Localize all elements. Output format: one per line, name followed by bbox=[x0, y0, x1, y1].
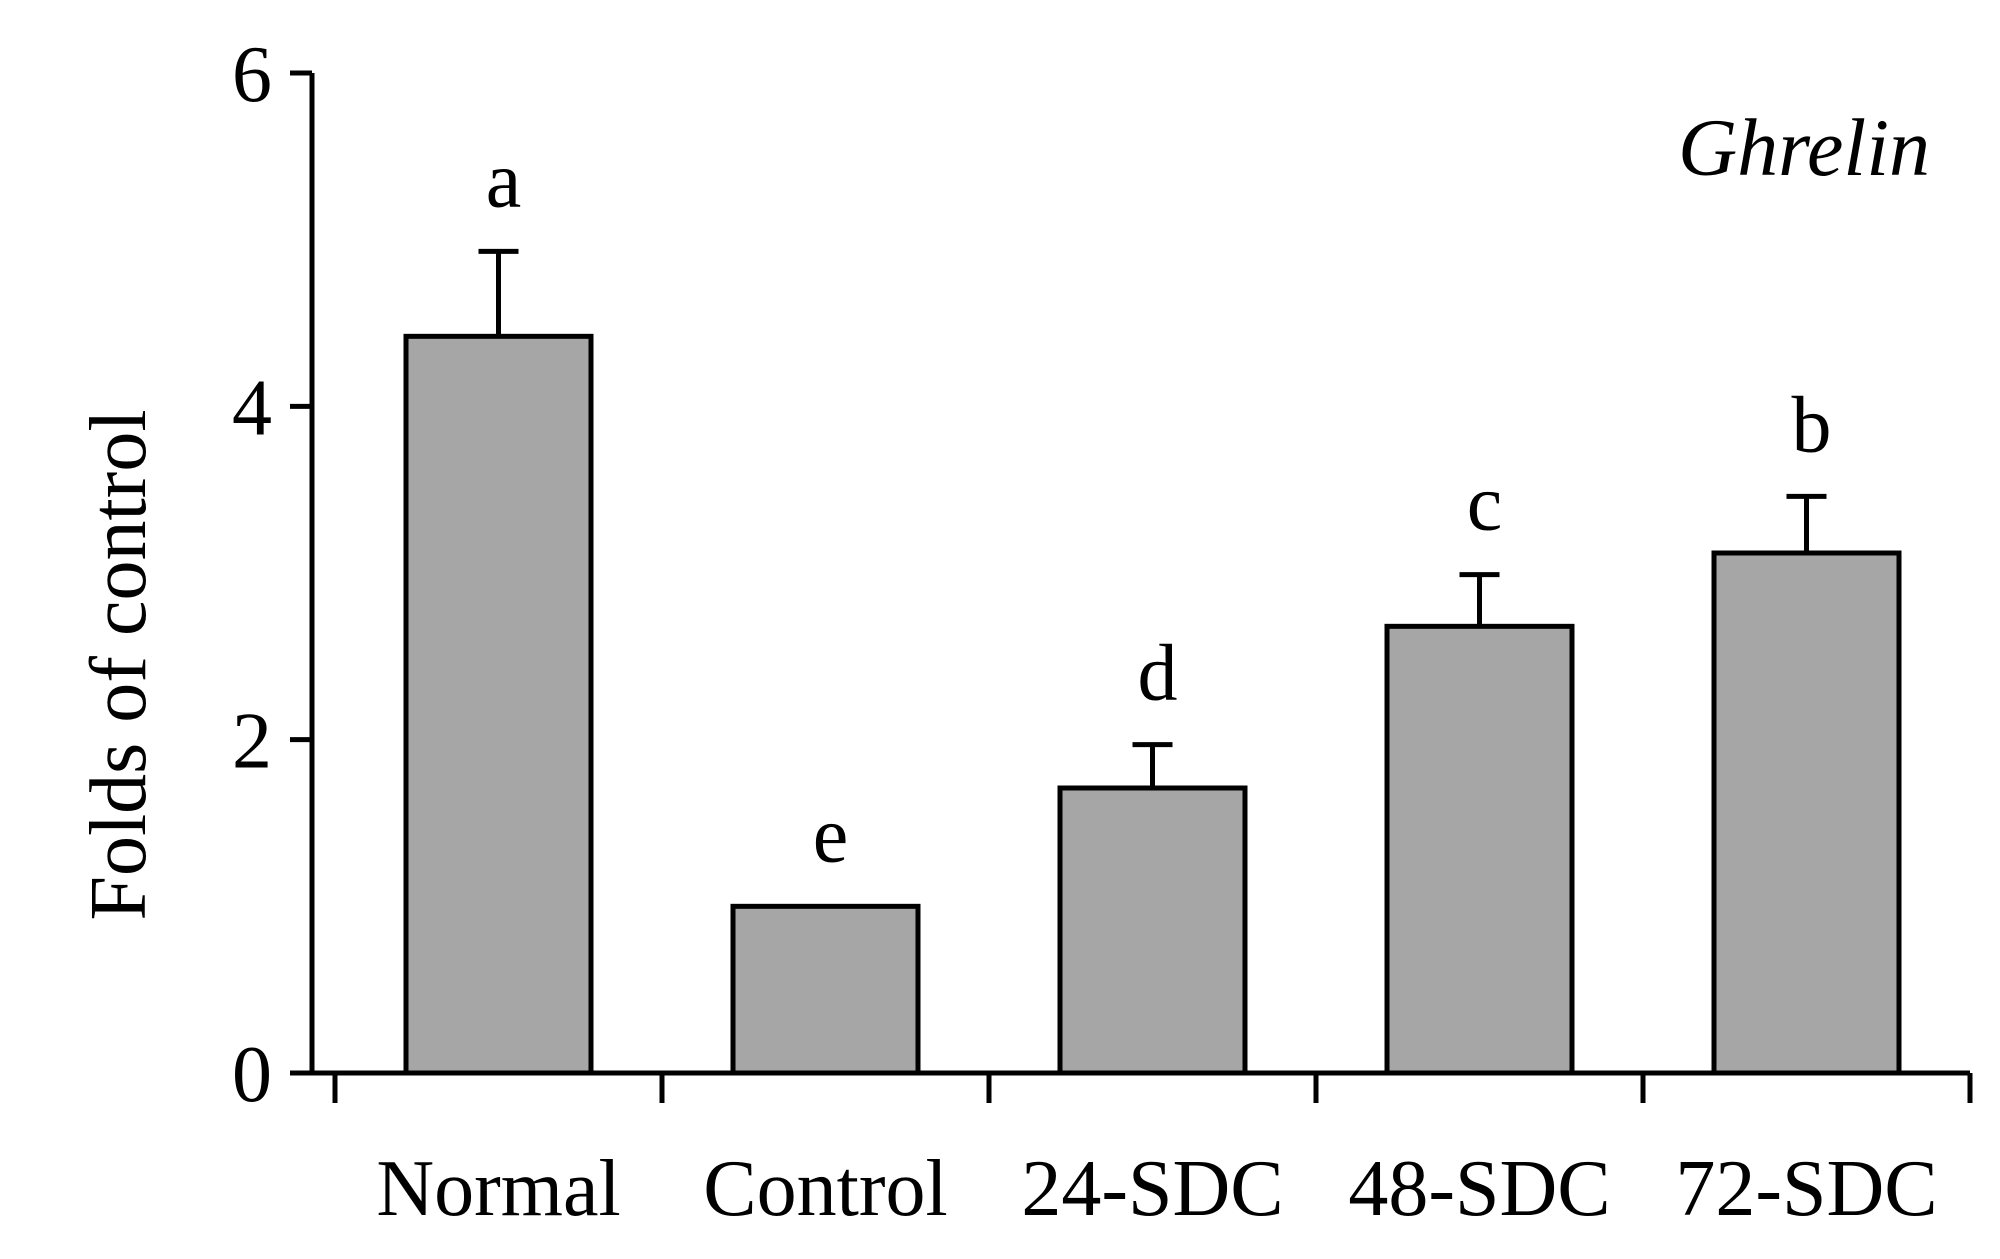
bar bbox=[730, 903, 921, 1076]
x-tick-label: 24-SDC bbox=[1021, 1145, 1283, 1233]
y-tick-label: 4 bbox=[232, 364, 272, 452]
x-tick-label: Normal bbox=[376, 1145, 620, 1233]
significance-label: d bbox=[1138, 630, 1178, 718]
significance-label: a bbox=[486, 136, 522, 224]
bars bbox=[403, 248, 1902, 1076]
y-tick-label: 0 bbox=[232, 1031, 272, 1119]
bar bbox=[1384, 623, 1575, 1076]
chart-title: Ghrelin bbox=[1678, 102, 1930, 193]
x-tick-label: 72-SDC bbox=[1675, 1145, 1937, 1233]
x-tick-label: 48-SDC bbox=[1348, 1145, 1610, 1233]
x-tick-label: Control bbox=[703, 1145, 947, 1233]
significance-label: c bbox=[1467, 460, 1503, 548]
y-axis-label: Folds of control bbox=[75, 409, 163, 920]
significance-label: e bbox=[813, 791, 849, 879]
y-tick-label: 6 bbox=[232, 31, 272, 119]
significance-label: b bbox=[1792, 381, 1832, 469]
y-tick-label: 2 bbox=[232, 698, 272, 786]
bar bbox=[1057, 785, 1248, 1076]
bar bbox=[1711, 550, 1902, 1076]
bar bbox=[403, 333, 594, 1076]
labels: 0 2 4 6 a Normal e Control d 24-SDC c 48-SDC b 72-SDC bbox=[232, 31, 1938, 1233]
